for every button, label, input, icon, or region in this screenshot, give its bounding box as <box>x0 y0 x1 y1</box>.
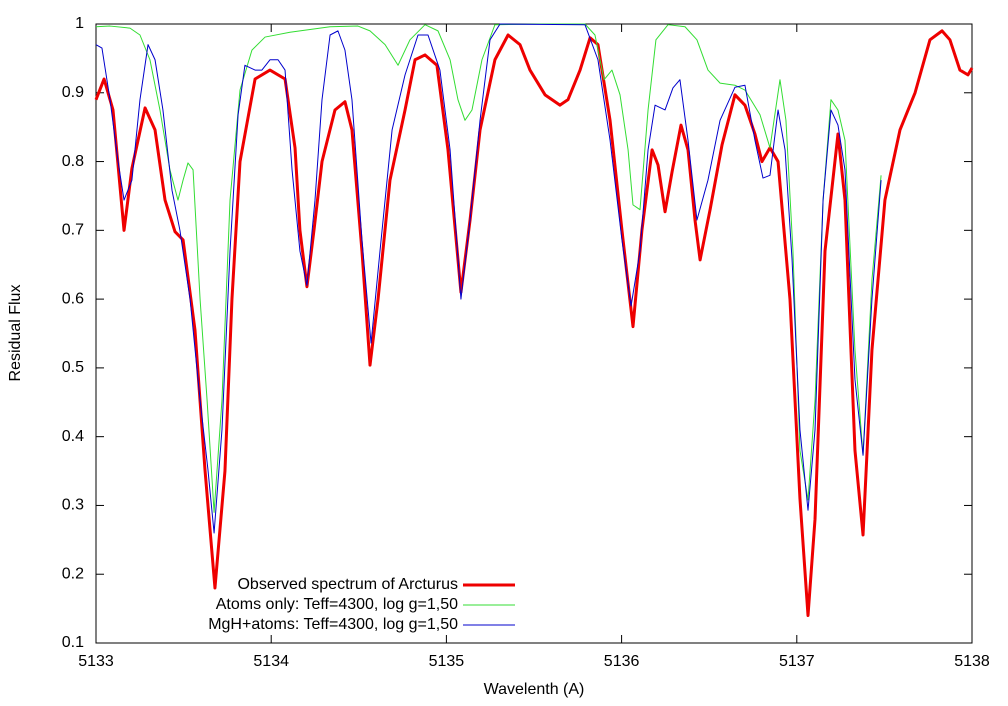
y-tick-label: 0.4 <box>62 428 84 445</box>
y-tick-label: 1 <box>75 15 84 32</box>
plot-frame <box>95 23 973 644</box>
x-tick-label: 5138 <box>954 653 990 670</box>
y-tick-label: 0.7 <box>62 222 84 239</box>
y-tick-label: 0.3 <box>62 497 84 514</box>
spectrum-line <box>94 29 974 617</box>
legend-label: MgH+atoms: Teff=4300, log g=1,50 <box>208 616 458 633</box>
y-tick-label: 0.2 <box>62 565 84 582</box>
x-tick-label: 5135 <box>429 653 465 670</box>
legend-label: Observed spectrum of Arcturus <box>237 576 458 593</box>
y-axis-label: Residual Flux <box>7 285 24 382</box>
x-tick-label: 5134 <box>253 653 289 670</box>
x-tick-label: 5137 <box>779 653 815 670</box>
y-tick-label: 0.1 <box>62 634 84 651</box>
x-axis-label: Wavelenth (A) <box>484 681 585 698</box>
y-tick-label: 0.6 <box>62 290 84 307</box>
y-tick-label: 0.5 <box>62 359 84 376</box>
x-tick-label: 5136 <box>604 653 640 670</box>
legend-label: Atoms only: Teff=4300, log g=1,50 <box>216 596 458 613</box>
spectrum-line <box>95 23 882 513</box>
y-tick-label: 0.8 <box>62 153 84 170</box>
x-tick-label: 5133 <box>78 653 114 670</box>
spectrum-line <box>95 23 882 534</box>
y-tick-label: 0.9 <box>62 84 84 101</box>
